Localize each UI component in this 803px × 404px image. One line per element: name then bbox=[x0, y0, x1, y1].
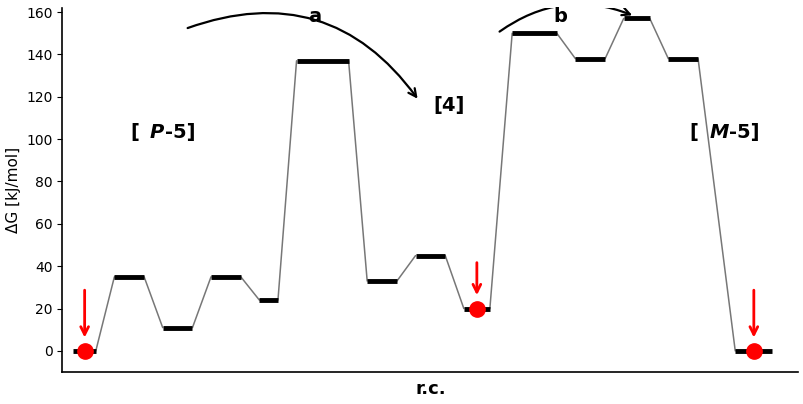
FancyArrowPatch shape bbox=[187, 13, 416, 97]
Text: P: P bbox=[150, 123, 164, 142]
Text: a: a bbox=[308, 7, 321, 26]
Y-axis label: ΔG [kJ/mol]: ΔG [kJ/mol] bbox=[6, 147, 21, 233]
Text: M: M bbox=[709, 123, 728, 142]
Text: [: [ bbox=[688, 123, 697, 142]
Text: [: [ bbox=[130, 123, 139, 142]
X-axis label: r.c.: r.c. bbox=[414, 381, 445, 398]
FancyArrowPatch shape bbox=[499, 4, 630, 32]
Text: -5]: -5] bbox=[728, 123, 759, 142]
Text: [4]: [4] bbox=[433, 96, 464, 115]
Text: b: b bbox=[553, 7, 567, 26]
Text: -5]: -5] bbox=[165, 123, 196, 142]
